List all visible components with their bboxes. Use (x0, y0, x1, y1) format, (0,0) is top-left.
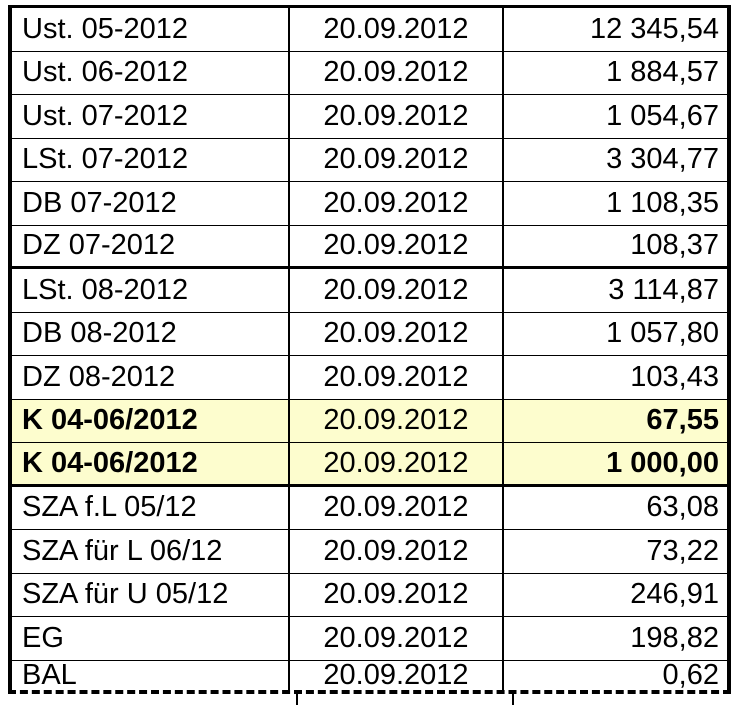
date-cell[interactable]: 20.09.2012 (290, 95, 504, 138)
table-row: Ust. 07-2012 20.09.2012 1 054,67 (12, 95, 727, 139)
table-row: SZA für U 05/12 20.09.2012 246,91 (12, 573, 727, 617)
column-divider-continuation (296, 693, 298, 705)
tax-period-cell[interactable]: K 04-06/2012 (12, 399, 290, 442)
tax-period-cell[interactable]: Ust. 06-2012 (12, 51, 290, 94)
amount-cell[interactable]: 3 304,77 (606, 143, 719, 176)
tax-period-cell[interactable]: Ust. 07-2012 (12, 95, 290, 138)
table-row: BAL 20.09.2012 0,62 (12, 660, 727, 690)
date-cell[interactable]: 20.09.2012 (290, 356, 504, 399)
table-row: DB 07-2012 20.09.2012 1 108,35 (12, 182, 727, 226)
table-row: DZ 07-2012 20.09.2012 108,37 (12, 225, 727, 269)
amount-cell[interactable]: 246,91 (630, 578, 719, 611)
amount-cell[interactable]: 1 054,67 (606, 99, 719, 132)
amount-cell[interactable]: 1 057,80 (606, 317, 719, 350)
date-cell[interactable]: 20.09.2012 (290, 8, 504, 51)
payments-table: Ust. 05-2012 20.09.2012 12 345,54 Ust. 0… (8, 5, 731, 694)
amount-cell[interactable]: 198,82 (630, 621, 719, 654)
table-row: SZA f.L 05/12 20.09.2012 63,08 (12, 486, 727, 530)
date-cell[interactable]: 20.09.2012 (290, 443, 504, 484)
date-cell[interactable]: 20.09.2012 (290, 312, 504, 355)
tax-period-cell[interactable]: DB 07-2012 (12, 182, 290, 225)
table-row: DB 08-2012 20.09.2012 1 057,80 (12, 312, 727, 356)
date-cell[interactable]: 20.09.2012 (290, 486, 504, 529)
tax-period-cell[interactable]: SZA f.L 05/12 (12, 486, 290, 529)
amount-cell[interactable]: 73,22 (646, 534, 719, 567)
tax-period-cell[interactable]: SZA für U 05/12 (12, 573, 290, 616)
date-cell[interactable]: 20.09.2012 (290, 225, 504, 266)
amount-cell[interactable]: 103,43 (630, 360, 719, 393)
date-cell[interactable]: 20.09.2012 (290, 399, 504, 442)
tax-period-cell[interactable]: BAL (12, 660, 290, 690)
date-cell[interactable]: 20.09.2012 (290, 530, 504, 573)
table-row: LSt. 07-2012 20.09.2012 3 304,77 (12, 138, 727, 182)
amount-cell[interactable]: 12 345,54 (589, 12, 719, 45)
date-cell[interactable]: 20.09.2012 (290, 138, 504, 181)
tax-period-cell[interactable]: DB 08-2012 (12, 312, 290, 355)
table-row: SZA für L 06/12 20.09.2012 73,22 (12, 530, 727, 574)
date-cell[interactable]: 20.09.2012 (290, 182, 504, 225)
date-cell[interactable]: 20.09.2012 (290, 617, 504, 660)
column-divider-continuation (512, 693, 514, 705)
tax-period-cell[interactable]: K 04-06/2012 (12, 443, 290, 484)
amount-cell[interactable]: 67,55 (646, 404, 719, 437)
table-row: EG 20.09.2012 198,82 (12, 617, 727, 661)
date-cell[interactable]: 20.09.2012 (290, 573, 504, 616)
table-row-highlighted: K 04-06/2012 20.09.2012 67,55 (12, 399, 727, 443)
amount-cell[interactable]: 0,62 (662, 660, 719, 690)
table-row-highlighted: K 04-06/2012 20.09.2012 1 000,00 (12, 443, 727, 487)
amount-cell[interactable]: 63,08 (646, 491, 719, 524)
table-row: DZ 08-2012 20.09.2012 103,43 (12, 356, 727, 400)
date-cell[interactable]: 20.09.2012 (290, 269, 504, 312)
tax-period-cell[interactable]: Ust. 05-2012 (12, 8, 290, 51)
amount-cell[interactable]: 1 884,57 (606, 56, 719, 89)
date-cell[interactable]: 20.09.2012 (290, 51, 504, 94)
amount-cell[interactable]: 3 114,87 (608, 273, 719, 306)
tax-period-cell[interactable]: DZ 07-2012 (12, 225, 290, 266)
tax-period-cell[interactable]: LSt. 08-2012 (12, 269, 290, 312)
tax-period-cell[interactable]: EG (12, 617, 290, 660)
table-row: Ust. 06-2012 20.09.2012 1 884,57 (12, 51, 727, 95)
table-row: LSt. 08-2012 20.09.2012 3 114,87 (12, 269, 727, 313)
tax-period-cell[interactable]: DZ 08-2012 (12, 356, 290, 399)
amount-cell[interactable]: 108,37 (630, 229, 719, 262)
amount-cell[interactable]: 1 000,00 (606, 446, 719, 479)
date-cell[interactable]: 20.09.2012 (290, 660, 504, 690)
table-row: Ust. 05-2012 20.09.2012 12 345,54 (12, 8, 727, 52)
tax-period-cell[interactable]: LSt. 07-2012 (12, 138, 290, 181)
tax-period-cell[interactable]: SZA für L 06/12 (12, 530, 290, 573)
amount-cell[interactable]: 1 108,35 (606, 186, 719, 219)
